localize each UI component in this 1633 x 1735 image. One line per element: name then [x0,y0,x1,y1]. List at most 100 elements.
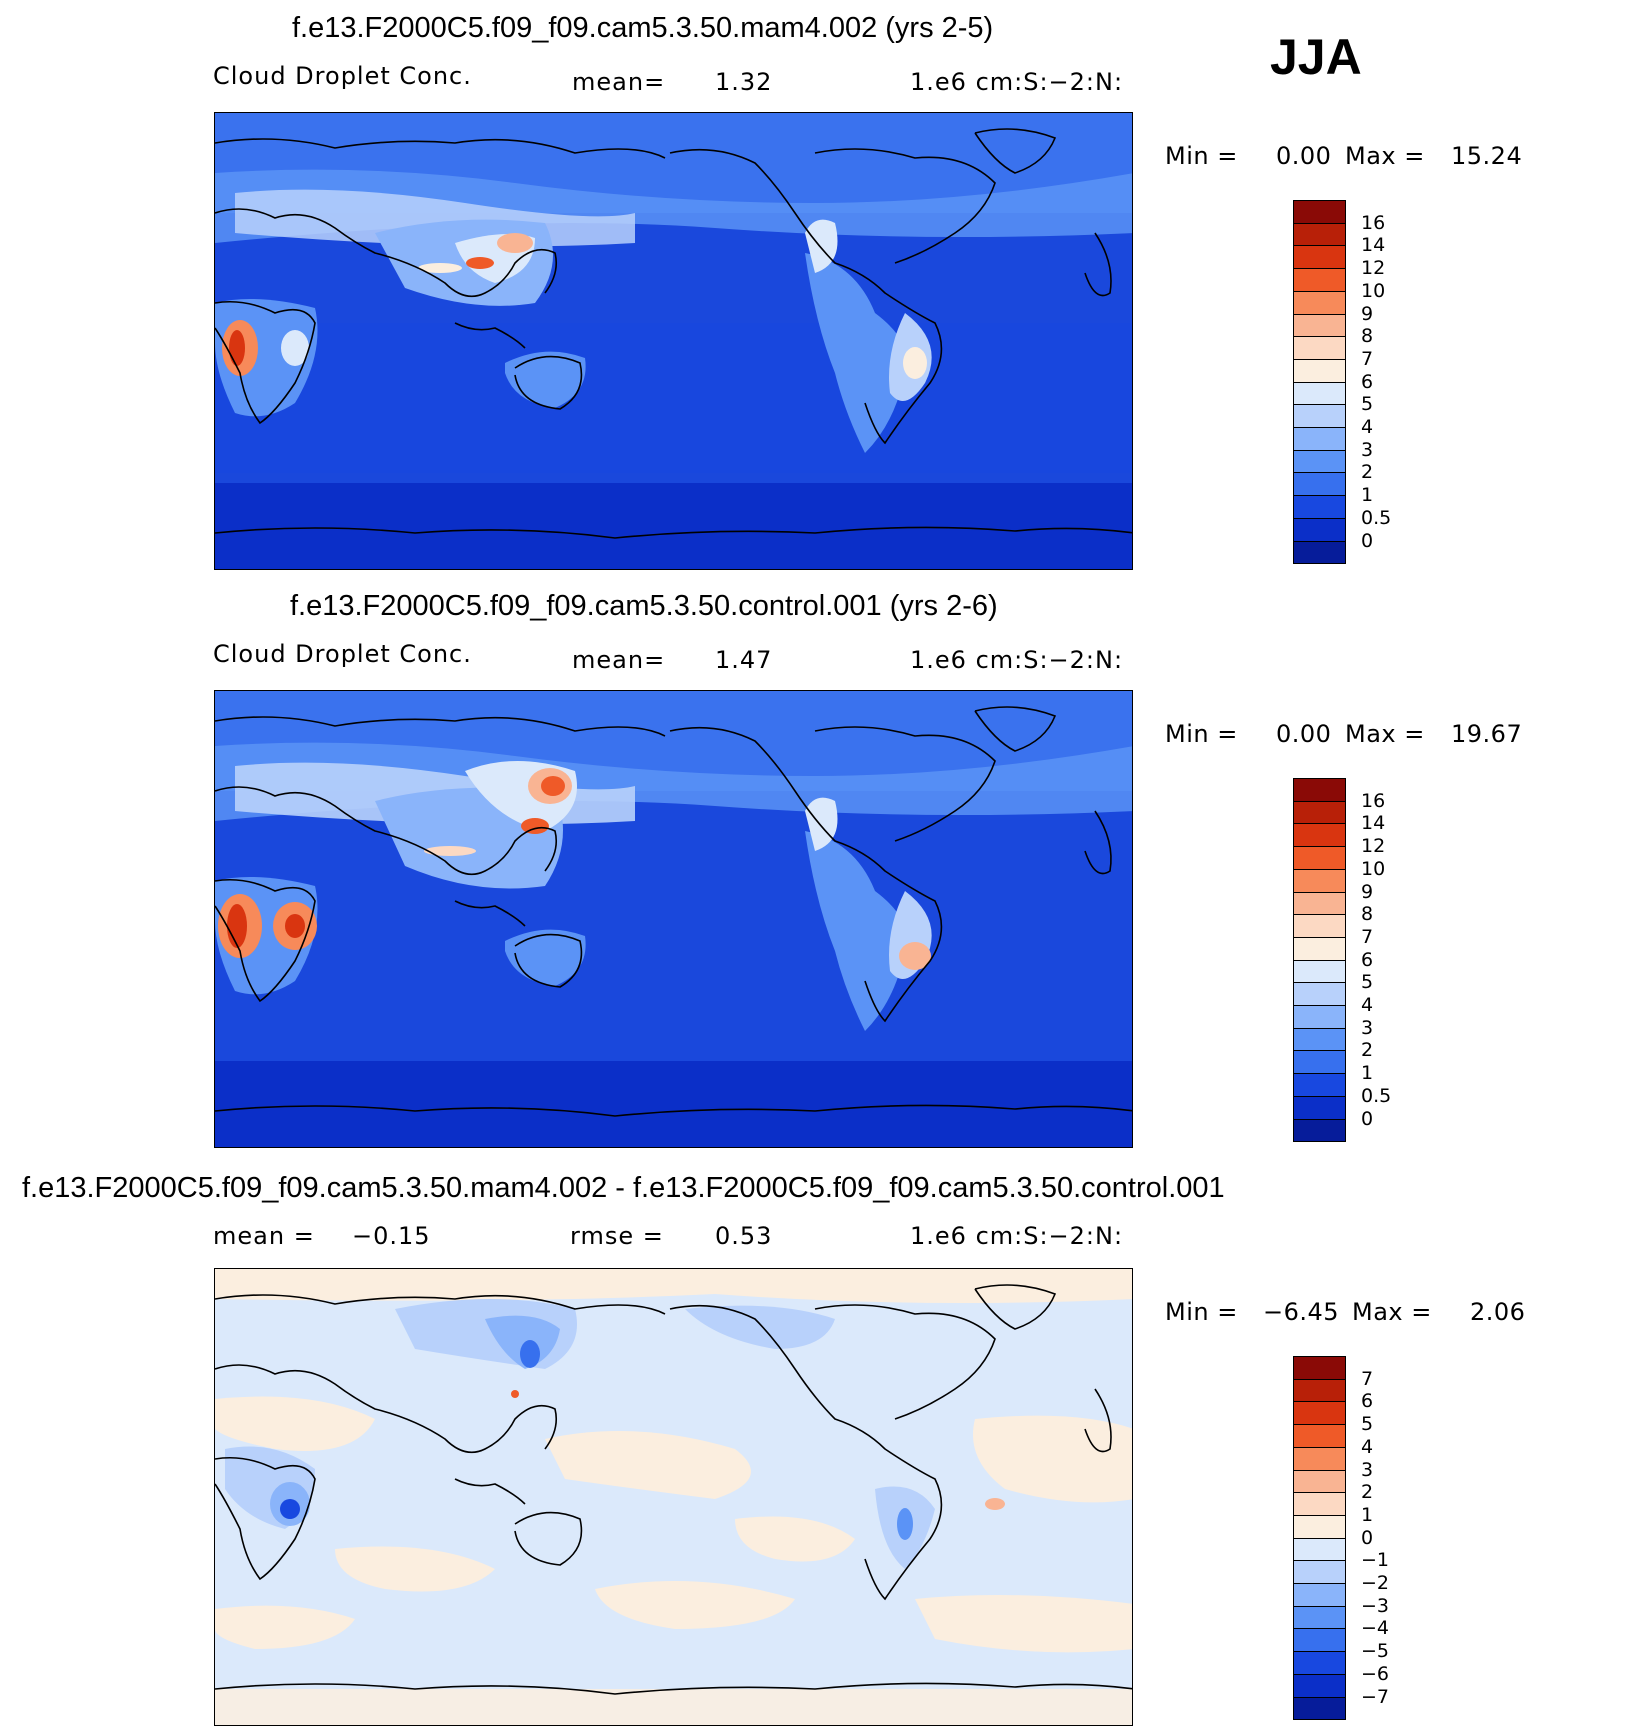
panel-1-max-value: 15.24 [1451,142,1523,170]
panel-3-map [214,1268,1133,1726]
colorbar-label: 0 [1361,1526,1374,1549]
colorbar-cell [1293,1537,1346,1562]
colorbar-cell [1293,540,1346,565]
colorbar-label: 7 [1361,1367,1374,1390]
colorbar-label: 3 [1361,438,1374,461]
colorbar-label: 16 [1361,211,1386,234]
colorbar-cell [1293,936,1346,961]
colorbar-label: 3 [1361,1016,1374,1039]
colorbar-label: 2 [1361,461,1374,484]
colorbar-label: 6 [1361,1390,1374,1413]
colorbar-cell [1293,495,1346,519]
panel-1-colorbar: 16 14 12 10 9 8 7 6 5 4 3 2 1 0.5 0 [1293,200,1423,565]
panel-2-colorbar: 16 14 12 10 9 8 7 6 5 4 3 2 1 0.5 0 [1293,778,1423,1143]
colorbar-label: 6 [1361,370,1374,393]
colorbar-label: −1 [1361,1549,1390,1572]
panel-3-title: f.e13.F2000C5.f09_f09.cam5.3.50.mam4.002… [22,1172,1225,1204]
colorbar-cell [1293,846,1346,870]
panel-3-units: 1.e6 cm:S:−2:N: [910,1222,1124,1250]
panel-3-colorbar: 7 6 5 4 3 2 1 0 −1 −2 −3 −4 −5 −6 −7 [1293,1356,1423,1721]
panel-2-mean-value: 1.47 [715,646,773,674]
panel-2-units: 1.e6 cm:S:−2:N: [910,646,1124,674]
colorbar-label: 1 [1361,484,1374,507]
colorbar-label: 8 [1361,325,1374,348]
colorbar-label: −2 [1361,1572,1390,1594]
colorbar-cell [1293,381,1346,406]
colorbar-cell [1293,1027,1346,1052]
colorbar-cell [1293,1469,1346,1494]
colorbar-cell [1293,1514,1346,1539]
colorbar-label: 12 [1361,835,1386,858]
colorbar-label: 14 [1361,234,1386,257]
colorbar-cell [1293,1095,1346,1120]
colorbar-cell [1293,1073,1346,1097]
colorbar-cell [1293,313,1346,338]
colorbar-cell [1293,1628,1346,1653]
colorbar-cell [1293,1050,1346,1075]
colorbar-cell [1293,427,1346,451]
panel-1-units: 1.e6 cm:S:−2:N: [910,68,1124,96]
panel-1-mean-value: 1.32 [715,68,773,96]
colorbar-cell [1293,336,1346,360]
colorbar-label: −6 [1361,1662,1390,1685]
colorbar-cell [1293,245,1346,270]
colorbar-label: 10 [1361,857,1386,880]
colorbar-cell [1293,1424,1346,1448]
colorbar-cell [1293,1651,1346,1675]
colorbar-label: −5 [1361,1640,1390,1663]
panel-3-min-label: Min = [1165,1298,1238,1326]
colorbar-label: 9 [1361,302,1374,325]
colorbar-cell [1293,1005,1346,1029]
colorbar-label: 4 [1361,994,1374,1016]
colorbar-label: −3 [1361,1594,1390,1617]
panel-1-title: f.e13.F2000C5.f09_f09.cam5.3.50.mam4.002… [292,12,994,44]
colorbar-cell [1293,1356,1346,1380]
colorbar-label: 4 [1361,1435,1374,1458]
colorbar-label: 2 [1361,1481,1374,1504]
colorbar-label: 1 [1361,1062,1374,1085]
colorbar-label: 16 [1361,789,1386,812]
panel-1-variable: Cloud Droplet Conc. [213,62,472,90]
colorbar-cell [1293,1446,1346,1471]
colorbar-cell [1293,1583,1346,1607]
colorbar-label: 6 [1361,948,1374,971]
colorbar-cell [1293,449,1346,474]
panel-2-title: f.e13.F2000C5.f09_f09.cam5.3.50.control.… [290,590,998,622]
colorbar-label: 7 [1361,347,1374,370]
colorbar-label: 5 [1361,393,1374,416]
colorbar-cell [1293,1492,1346,1516]
colorbar-label: 4 [1361,416,1374,438]
colorbar-cell [1293,1560,1346,1584]
panel-2-max-label: Max = [1345,720,1425,748]
colorbar-cell [1293,1118,1346,1143]
panel-1-mean-label: mean= [572,68,666,96]
colorbar-cell [1293,1605,1346,1630]
colorbar-label: 7 [1361,925,1374,948]
colorbar-label: 12 [1361,257,1386,280]
colorbar-cell [1293,200,1346,224]
panel-3-min-value: −6.45 [1263,1298,1340,1326]
colorbar-cell [1293,914,1346,938]
panel-2-variable: Cloud Droplet Conc. [213,640,472,668]
colorbar-cell [1293,222,1346,247]
colorbar-cell [1293,1378,1346,1403]
colorbar-cell [1293,268,1346,292]
colorbar-cell [1293,1673,1346,1698]
colorbar-label: 5 [1361,1413,1374,1436]
colorbar-label: 0.5 [1361,506,1392,529]
panel-1-map [214,112,1133,570]
colorbar-label: 0.5 [1361,1084,1392,1107]
panel-3-rmse-label: rmse = [570,1222,664,1250]
colorbar-cell [1293,982,1346,1006]
colorbar-cell [1293,290,1346,315]
season-label: JJA [1270,29,1362,85]
colorbar-label: 1 [1361,1503,1374,1526]
colorbar-cell [1293,472,1346,497]
colorbar-label: 3 [1361,1458,1374,1481]
colorbar-cell [1293,800,1346,825]
panel-1-max-label: Max = [1345,142,1425,170]
panel-2-min-value: 0.00 [1276,720,1332,748]
panel-3-max-value: 2.06 [1470,1298,1526,1326]
panel-2-map [214,690,1133,1148]
colorbar-cell [1293,1401,1346,1426]
